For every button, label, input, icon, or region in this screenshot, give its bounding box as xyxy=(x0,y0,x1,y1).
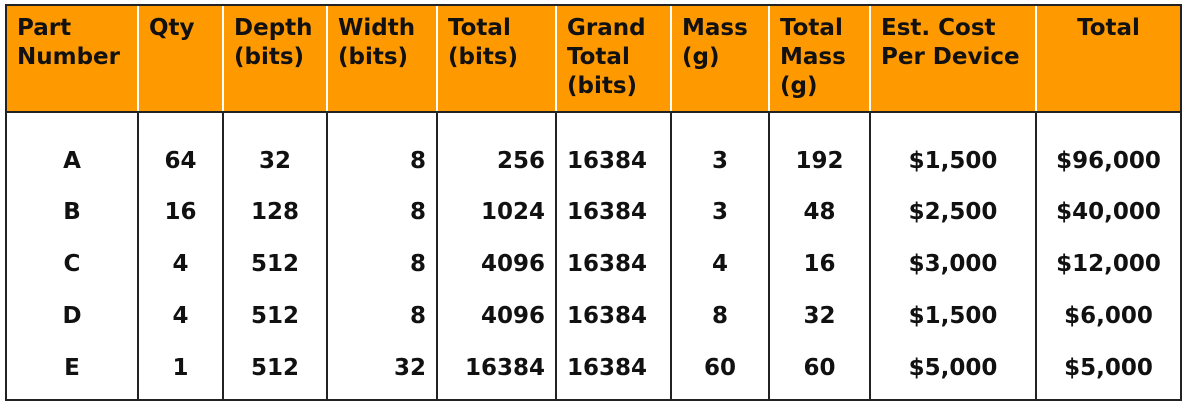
header-grand-total: Grand Total (bits) xyxy=(555,4,671,113)
parts-table: Part Number Qty Depth (bits) Width (bits) T… xyxy=(5,4,1182,401)
cell-total-mass: 60 xyxy=(768,342,870,401)
cell-depth: 512 xyxy=(222,290,327,342)
header-est-cost: Est. Cost Per Device xyxy=(869,4,1036,113)
cell-total-bits: 1024 xyxy=(436,186,556,238)
cell-grand-total: 16384 xyxy=(555,342,671,401)
cell-mass: 4 xyxy=(670,238,769,290)
header-total-bits: Total (bits) xyxy=(436,4,556,113)
header-total-cost: Total xyxy=(1035,4,1182,113)
cell-part-number: B xyxy=(5,186,138,238)
cell-qty: 16 xyxy=(137,186,223,238)
cell-est-cost: $1,500 xyxy=(869,112,1036,186)
cell-grand-total: 16384 xyxy=(555,112,671,186)
cell-est-cost: $1,500 xyxy=(869,290,1036,342)
table-row: C 4 512 8 4096 16384 4 16 $3,000 $12,000 xyxy=(5,238,1182,290)
cell-width: 8 xyxy=(326,238,437,290)
cell-part-number: D xyxy=(5,290,138,342)
cell-total-bits: 256 xyxy=(436,112,556,186)
cell-total-bits: 16384 xyxy=(436,342,556,401)
cell-mass: 8 xyxy=(670,290,769,342)
cell-total-cost: $5,000 xyxy=(1035,342,1182,401)
cell-width: 32 xyxy=(326,342,437,401)
cell-width: 8 xyxy=(326,186,437,238)
cell-total-mass: 32 xyxy=(768,290,870,342)
cell-grand-total: 16384 xyxy=(555,290,671,342)
cell-total-bits: 4096 xyxy=(436,238,556,290)
cell-qty: 4 xyxy=(137,238,223,290)
cell-mass: 3 xyxy=(670,112,769,186)
cell-part-number: A xyxy=(5,112,138,186)
cell-qty: 4 xyxy=(137,290,223,342)
header-mass: Mass (g) xyxy=(670,4,769,113)
cell-mass: 3 xyxy=(670,186,769,238)
cell-depth: 32 xyxy=(222,112,327,186)
cell-total-mass: 48 xyxy=(768,186,870,238)
cell-total-cost: $40,000 xyxy=(1035,186,1182,238)
cell-total-cost: $96,000 xyxy=(1035,112,1182,186)
cell-part-number: C xyxy=(5,238,138,290)
table-row: D 4 512 8 4096 16384 8 32 $1,500 $6,000 xyxy=(5,290,1182,342)
header-part-number: Part Number xyxy=(5,4,138,113)
cell-est-cost: $2,500 xyxy=(869,186,1036,238)
cell-qty: 64 xyxy=(137,112,223,186)
header-width: Width (bits) xyxy=(326,4,437,113)
cell-total-bits: 4096 xyxy=(436,290,556,342)
cell-total-cost: $12,000 xyxy=(1035,238,1182,290)
cell-total-cost: $6,000 xyxy=(1035,290,1182,342)
header-depth: Depth (bits) xyxy=(222,4,327,113)
table-row: E 1 512 32 16384 16384 60 60 $5,000 $5,0… xyxy=(5,342,1182,401)
cell-est-cost: $3,000 xyxy=(869,238,1036,290)
header-qty: Qty xyxy=(137,4,223,113)
cell-depth: 512 xyxy=(222,238,327,290)
cell-grand-total: 16384 xyxy=(555,238,671,290)
table-row: B 16 128 8 1024 16384 3 48 $2,500 $40,00… xyxy=(5,186,1182,238)
cell-depth: 512 xyxy=(222,342,327,401)
table-row: A 64 32 8 256 16384 3 192 $1,500 $96,000 xyxy=(5,112,1182,186)
header-row: Part Number Qty Depth (bits) Width (bits) T… xyxy=(5,4,1182,113)
cell-depth: 128 xyxy=(222,186,327,238)
header-total-mass: Total Mass (g) xyxy=(768,4,870,113)
cell-width: 8 xyxy=(326,290,437,342)
cell-mass: 60 xyxy=(670,342,769,401)
cell-grand-total: 16384 xyxy=(555,186,671,238)
cell-est-cost: $5,000 xyxy=(869,342,1036,401)
cell-total-mass: 192 xyxy=(768,112,870,186)
cell-qty: 1 xyxy=(137,342,223,401)
cell-total-mass: 16 xyxy=(768,238,870,290)
cell-width: 8 xyxy=(326,112,437,186)
parts-table-container: Part Number Qty Depth (bits) Width (bits) T… xyxy=(5,4,1182,401)
cell-part-number: E xyxy=(5,342,138,401)
